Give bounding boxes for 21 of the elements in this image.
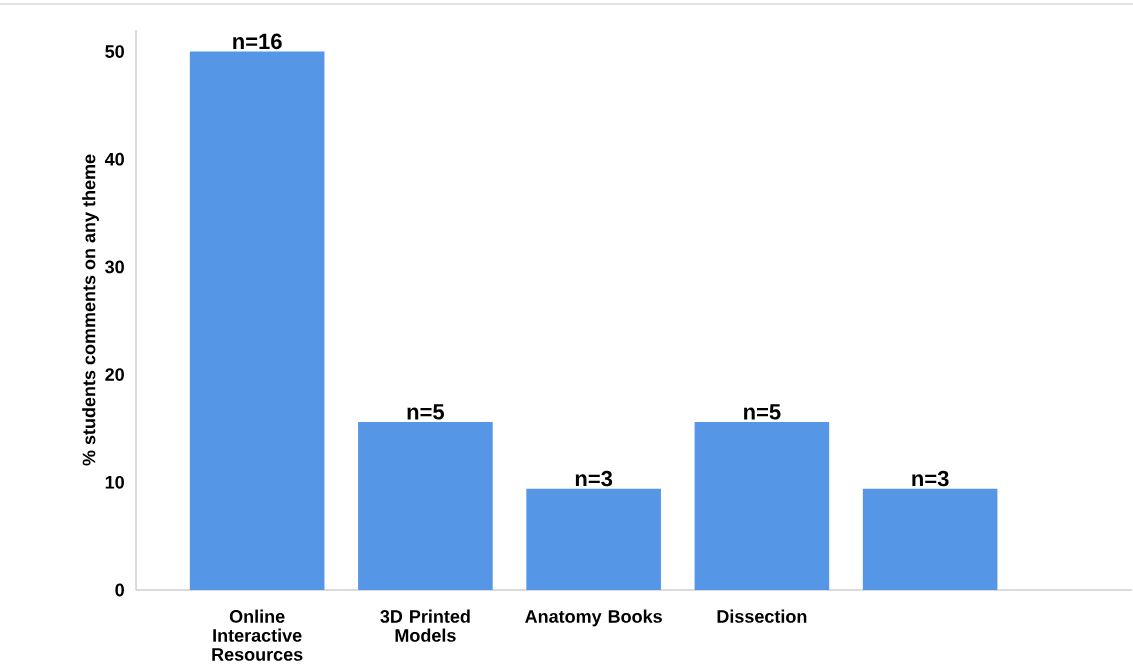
y-tick-label: 20 — [105, 368, 124, 381]
y-tick-label: 0 — [115, 583, 124, 597]
y-tick-label: 50 — [105, 45, 124, 58]
annotation: n=5 — [407, 404, 445, 420]
y-tick-label: 40 — [104, 152, 124, 166]
annotation: n=3 — [575, 470, 613, 487]
x-tick-label: Anatomy Books — [525, 609, 662, 627]
bar — [189, 51, 325, 590]
x-tick-label: 3D Printed Models — [380, 609, 470, 642]
x-tick-label: Dissection — [717, 609, 807, 623]
bar — [526, 488, 661, 590]
x-tick-label: Online Interactive Resources — [212, 609, 303, 661]
bar — [694, 422, 830, 590]
bar — [358, 422, 493, 590]
bar — [862, 488, 998, 590]
annotation: n=16 — [233, 33, 282, 50]
annotation: n=5 — [744, 404, 781, 420]
y-axis-title: % students comments on any theme — [82, 154, 99, 466]
y-tick-label: 10 — [105, 475, 124, 489]
y-tick-label: 30 — [105, 260, 124, 274]
annotation: n=3 — [912, 470, 949, 487]
